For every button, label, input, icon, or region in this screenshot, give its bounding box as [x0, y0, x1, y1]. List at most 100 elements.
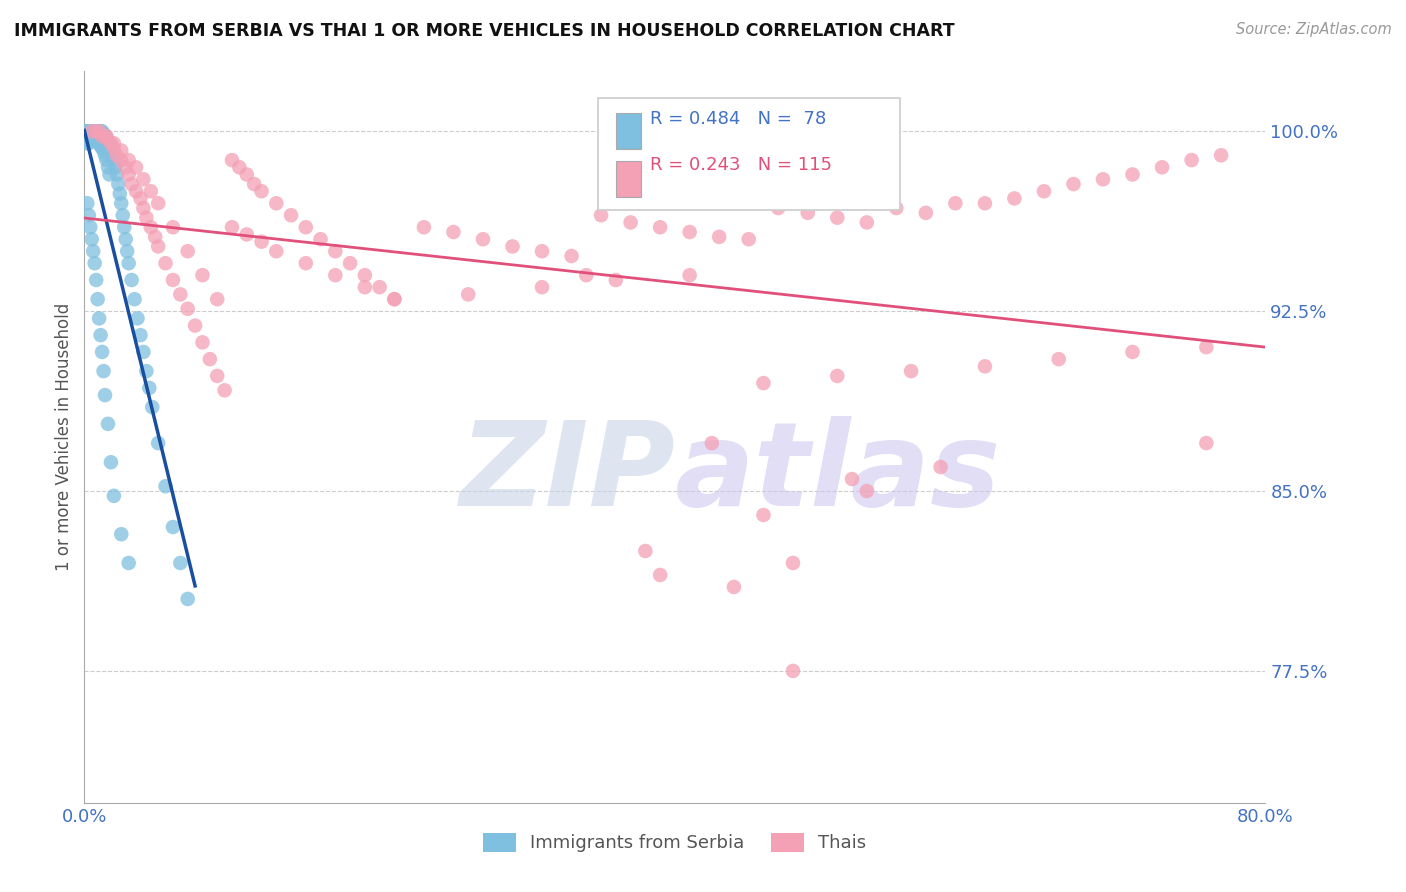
Point [91, 345, 114, 359]
Point [723, 580, 745, 594]
Point [98, 168, 121, 182]
Point [413, 220, 436, 235]
Point [148, 239, 170, 253]
Point [121, 273, 143, 287]
Point [83, 256, 105, 270]
Text: R = 0.484   N =  78: R = 0.484 N = 78 [650, 110, 825, 128]
Point [162, 273, 184, 287]
Point [87, 124, 111, 138]
Point [110, 527, 132, 541]
Point [94, 388, 117, 402]
Point [354, 268, 377, 283]
Point [93, 144, 115, 158]
Point [827, 211, 849, 225]
Point [1092, 172, 1115, 186]
Point [83, 131, 105, 145]
Point [96, 131, 118, 145]
Point [700, 436, 723, 450]
Point [1181, 153, 1204, 167]
Point [575, 268, 598, 283]
Point [105, 148, 128, 162]
Point [125, 184, 148, 198]
Point [325, 268, 347, 283]
Point [886, 201, 908, 215]
Point [501, 239, 523, 253]
Point [1033, 184, 1056, 198]
Point [87, 136, 111, 151]
Y-axis label: 1 or more Vehicles in Household: 1 or more Vehicles in Household [55, 303, 73, 571]
Point [129, 191, 152, 205]
Point [605, 273, 627, 287]
Point [96, 131, 118, 145]
Legend: Immigrants from Serbia, Thais: Immigrants from Serbia, Thais [477, 826, 873, 860]
Point [138, 381, 160, 395]
Point [155, 256, 177, 270]
Point [83, 124, 105, 138]
Point [100, 455, 122, 469]
Point [325, 244, 347, 259]
Point [1004, 191, 1026, 205]
Point [266, 196, 288, 211]
Point [76, 196, 98, 211]
Point [143, 230, 166, 244]
Point [100, 141, 122, 155]
Point [782, 664, 804, 678]
Point [100, 136, 122, 151]
Point [107, 177, 129, 191]
Point [620, 215, 643, 229]
Point [135, 211, 157, 225]
Point [110, 153, 132, 167]
Point [650, 220, 672, 235]
Point [531, 280, 554, 294]
Point [250, 184, 273, 198]
Point [94, 148, 117, 162]
Point [191, 335, 214, 350]
Point [915, 206, 938, 220]
Point [1122, 168, 1144, 182]
Point [856, 215, 879, 229]
Point [84, 134, 107, 148]
Point [77, 136, 100, 151]
Point [900, 364, 922, 378]
Point [132, 172, 155, 186]
Point [77, 129, 100, 144]
Point [738, 232, 761, 246]
Point [110, 196, 132, 211]
Point [221, 153, 243, 167]
Point [127, 311, 149, 326]
Point [856, 483, 879, 498]
Point [80, 232, 103, 246]
Point [80, 131, 103, 145]
Point [797, 206, 820, 220]
Point [162, 220, 184, 235]
Point [768, 201, 790, 215]
Point [82, 124, 104, 138]
Point [155, 479, 177, 493]
Point [82, 131, 104, 145]
Point [236, 227, 259, 242]
Point [382, 292, 406, 306]
Point [82, 244, 104, 259]
Point [77, 124, 100, 138]
Point [93, 127, 115, 141]
Point [169, 556, 191, 570]
Point [354, 280, 377, 294]
Point [129, 328, 152, 343]
Point [132, 201, 155, 215]
Point [443, 225, 465, 239]
Point [91, 124, 114, 138]
Point [105, 168, 128, 182]
Point [132, 345, 155, 359]
Point [112, 220, 135, 235]
Point [84, 124, 107, 138]
Point [679, 268, 702, 283]
Point [79, 220, 101, 235]
Point [103, 136, 125, 151]
Point [91, 129, 114, 144]
Point [148, 436, 170, 450]
Point [97, 161, 120, 175]
Point [974, 359, 997, 374]
Point [827, 368, 849, 383]
Point [280, 208, 302, 222]
Point [103, 141, 125, 155]
